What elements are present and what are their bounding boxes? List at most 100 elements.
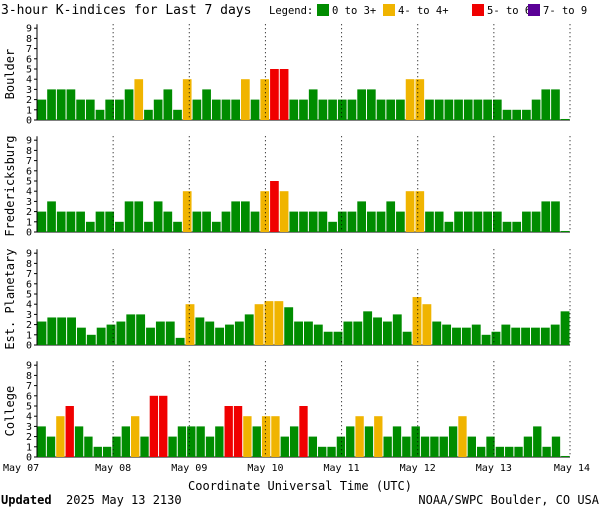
k-index-bar (392, 426, 402, 457)
k-index-bar (434, 211, 444, 232)
k-index-bar (116, 321, 126, 345)
k-index-bar (250, 211, 260, 232)
k-index-bar (376, 211, 386, 232)
k-index-bar (84, 436, 93, 457)
k-index-bar (561, 455, 570, 457)
k-index-bar (357, 201, 366, 232)
k-index-bar (492, 211, 502, 232)
y-tick-label: 2 (26, 207, 32, 218)
k-index-bar (411, 426, 420, 457)
k-index-bar (444, 221, 454, 232)
x-tick-label: May 07 (3, 463, 39, 474)
k-index-bar (396, 99, 405, 120)
panel-ylabel: Fredericksburg (3, 136, 17, 237)
k-index-bar (523, 436, 533, 457)
k-index-bar (187, 426, 196, 457)
k-index-bar (74, 426, 84, 457)
k-index-bar (261, 416, 271, 457)
k-index-bar (102, 446, 112, 457)
k-index-bar (153, 201, 163, 232)
k-index-bar (551, 201, 560, 232)
k-index-bar (522, 109, 531, 120)
k-index-bar (106, 324, 116, 345)
y-tick-label: 0 (26, 453, 32, 464)
y-tick-label: 0 (26, 116, 32, 127)
k-index-bar (448, 426, 458, 457)
legend-item-label: 5- to 6+ (487, 5, 538, 17)
k-index-bar (149, 395, 159, 457)
k-index-bar (121, 426, 131, 457)
k-index-bar (56, 416, 65, 457)
k-index-bar (274, 301, 284, 345)
y-tick-label: 6 (26, 279, 32, 290)
k-index-bar (66, 211, 76, 232)
legend-swatch (528, 4, 540, 16)
y-tick-label: 2 (26, 95, 32, 106)
k-index-bar (205, 436, 215, 457)
k-index-bar (328, 99, 337, 120)
x-tick-label: May 12 (400, 463, 436, 474)
k-index-bar (37, 321, 47, 345)
y-tick-label: 7 (26, 381, 32, 392)
y-tick-label: 7 (26, 44, 32, 55)
y-tick-label: 2 (26, 432, 32, 443)
k-index-bar (299, 211, 308, 232)
k-index-bar (47, 317, 57, 345)
y-tick-label: 6 (26, 391, 32, 402)
k-index-bar (502, 221, 512, 232)
k-index-bar (560, 118, 570, 120)
k-index-bar (473, 99, 483, 120)
y-tick-label: 4 (26, 300, 32, 311)
k-index-bar (560, 230, 570, 232)
k-index-bar (471, 324, 481, 345)
k-index-bar (313, 324, 323, 345)
k-index-bar (541, 201, 551, 232)
k-index-bar (347, 99, 357, 120)
k-index-bar (211, 99, 221, 120)
k-index-bar (134, 201, 144, 232)
y-tick-label: 1 (26, 217, 32, 228)
k-index-bar (299, 406, 308, 457)
k-index-bar (412, 297, 422, 345)
k-index-bar (144, 109, 153, 120)
k-index-bar (205, 321, 215, 345)
k-index-bar (531, 99, 541, 120)
k-index-bar (66, 89, 76, 120)
k-index-bar (215, 327, 225, 345)
k-index-bar (56, 89, 66, 120)
y-tick-label: 8 (26, 371, 32, 382)
k-index-bar (420, 436, 430, 457)
k-index-bar (531, 211, 541, 232)
k-index-bar (550, 324, 560, 345)
k-index-bar (131, 416, 140, 457)
k-index-bar (177, 426, 187, 457)
k-index-bar (76, 99, 85, 120)
k-index-bar (491, 331, 501, 345)
k-index-bar (264, 301, 274, 345)
y-tick-label: 5 (26, 402, 32, 413)
k-index-bar (85, 221, 95, 232)
k-index-bar (327, 446, 336, 457)
chart-panels: 0123456789Boulder0123456789Fredericksbur… (3, 24, 571, 464)
k-index-bar (461, 327, 471, 345)
k-index-bar (173, 109, 182, 120)
k-index-bar (215, 426, 224, 457)
k-index-bar (233, 406, 243, 457)
k-index-bar (512, 221, 522, 232)
k-index-bar (473, 211, 483, 232)
k-index-bar (501, 324, 511, 345)
k-index-bar (260, 79, 270, 120)
legend-item-label: 4- to 4+ (398, 5, 449, 17)
k-index-bar (308, 89, 318, 120)
x-tick-label: May 14 (554, 463, 590, 474)
k-index-bar (175, 337, 185, 345)
k-index-bar (382, 321, 392, 345)
legend-swatch (383, 4, 395, 16)
k-index-bar (168, 436, 177, 457)
k-index-bar (252, 426, 261, 457)
k-index-bar (308, 211, 318, 232)
x-axis-ticks: May 07 May 08 May 09 May 10 May 11 May 12 May … (3, 463, 590, 474)
k-index-bar (192, 99, 202, 120)
